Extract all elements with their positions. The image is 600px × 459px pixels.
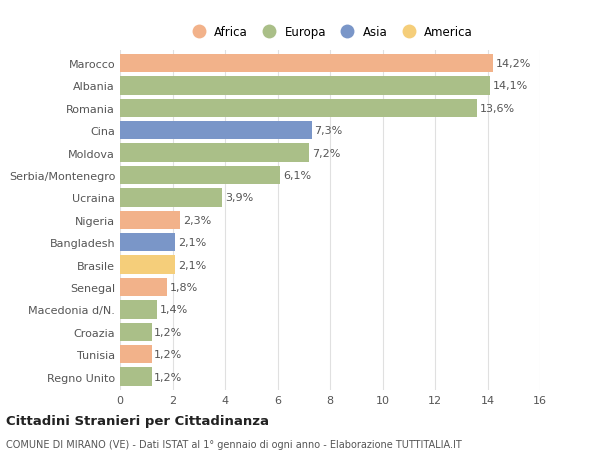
Bar <box>120 368 151 386</box>
Bar <box>120 144 309 162</box>
Bar <box>120 189 223 207</box>
Bar <box>120 122 311 140</box>
Bar <box>120 301 157 319</box>
Text: 1,2%: 1,2% <box>154 327 182 337</box>
Text: 1,4%: 1,4% <box>160 305 188 315</box>
Text: 14,2%: 14,2% <box>496 59 531 69</box>
Bar <box>120 167 280 185</box>
Text: 1,2%: 1,2% <box>154 349 182 359</box>
Text: 7,3%: 7,3% <box>314 126 343 136</box>
Text: 3,9%: 3,9% <box>225 193 253 203</box>
Bar <box>120 323 151 341</box>
Text: COMUNE DI MIRANO (VE) - Dati ISTAT al 1° gennaio di ogni anno - Elaborazione TUT: COMUNE DI MIRANO (VE) - Dati ISTAT al 1°… <box>6 440 462 449</box>
Text: 7,2%: 7,2% <box>311 148 340 158</box>
Bar <box>120 100 477 118</box>
Bar <box>120 256 175 274</box>
Text: 6,1%: 6,1% <box>283 171 311 181</box>
Text: 1,8%: 1,8% <box>170 282 198 292</box>
Text: 2,1%: 2,1% <box>178 260 206 270</box>
Bar <box>120 345 151 364</box>
Text: 14,1%: 14,1% <box>493 81 528 91</box>
Text: 2,1%: 2,1% <box>178 238 206 248</box>
Bar <box>120 55 493 73</box>
Bar <box>120 234 175 252</box>
Text: Cittadini Stranieri per Cittadinanza: Cittadini Stranieri per Cittadinanza <box>6 414 269 428</box>
Legend: Africa, Europa, Asia, America: Africa, Europa, Asia, America <box>184 22 476 42</box>
Bar <box>120 77 490 95</box>
Bar <box>120 278 167 297</box>
Text: 2,3%: 2,3% <box>183 215 211 225</box>
Text: 13,6%: 13,6% <box>479 104 515 113</box>
Text: 1,2%: 1,2% <box>154 372 182 382</box>
Bar <box>120 211 181 230</box>
